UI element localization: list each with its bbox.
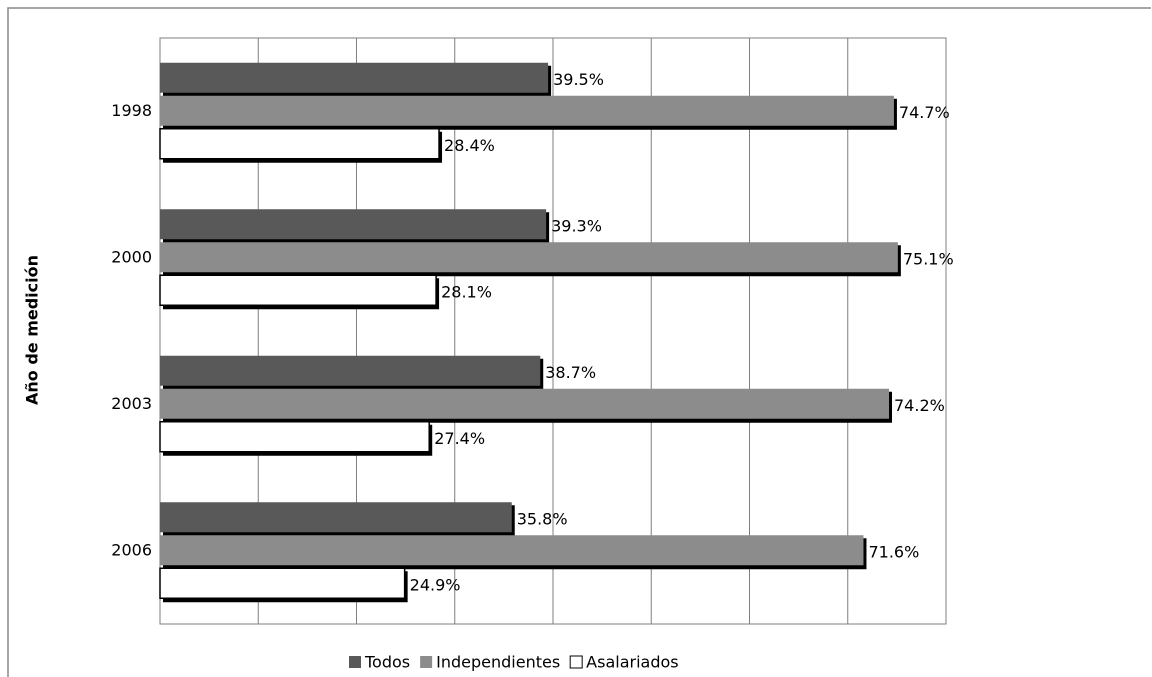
y-tick-label: 2000 [111, 247, 152, 266]
data-label: 28.1% [441, 282, 492, 301]
data-label: 75.1% [903, 249, 954, 268]
bar [159, 421, 430, 453]
y-axis-title: Año de medición [23, 255, 42, 405]
legend: Todos Independientes Asalariados [349, 653, 679, 672]
bar [160, 242, 898, 273]
legend-label: Independientes [436, 653, 560, 672]
data-label: 71.6% [868, 542, 919, 561]
legend-swatch [349, 656, 361, 668]
bar [160, 535, 864, 566]
y-tick-label: 1998 [111, 101, 152, 120]
legend-label: Asalariados [586, 653, 678, 672]
bar [160, 95, 894, 126]
data-label: 39.5% [553, 70, 604, 89]
y-tick-label: 2003 [111, 394, 152, 413]
y-tick-label: 2006 [111, 540, 152, 559]
bar [159, 274, 437, 306]
bar [159, 128, 440, 160]
data-label: 24.9% [410, 575, 461, 594]
bar [160, 209, 547, 240]
data-label: 28.4% [444, 136, 495, 155]
legend-swatch [420, 656, 433, 668]
data-label: 27.4% [434, 429, 485, 448]
bar [160, 388, 890, 419]
bar [160, 62, 549, 93]
data-label: 35.8% [517, 509, 568, 528]
data-label: 74.7% [899, 103, 950, 122]
data-label: 39.3% [551, 216, 602, 235]
data-label: 38.7% [545, 363, 596, 382]
bar [160, 502, 512, 533]
chart-frame [7, 7, 1151, 677]
bar [159, 567, 406, 599]
legend-label: Todos [364, 653, 410, 672]
data-label: 74.2% [894, 396, 945, 415]
legend-swatch [569, 655, 583, 669]
bar [160, 355, 541, 386]
